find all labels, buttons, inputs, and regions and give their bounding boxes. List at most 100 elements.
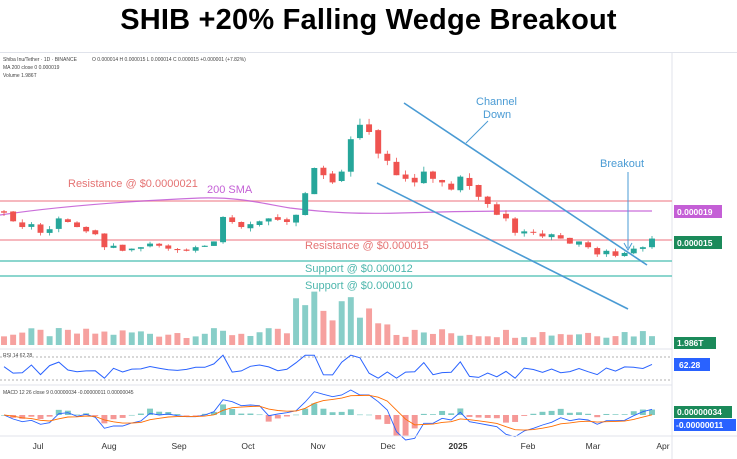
- macd-hist-bar: [192, 415, 199, 416]
- macd-hist-bar: [649, 409, 655, 415]
- volume-bar: [74, 333, 80, 345]
- macd-hist-bar: [92, 415, 99, 416]
- candle-body: [521, 231, 528, 234]
- candle-body: [566, 237, 573, 244]
- candle-body: [493, 204, 500, 215]
- macd-hist-bar: [576, 412, 582, 415]
- signal-label: -0.00000011: [676, 420, 724, 430]
- sma-200-line: [0, 197, 652, 216]
- candle-body: [74, 222, 80, 228]
- volume-bar: [156, 336, 163, 345]
- candle-body: [128, 248, 135, 251]
- volume-bar: [220, 330, 227, 345]
- macd-hist-bar: [429, 414, 436, 415]
- candle-body: [466, 177, 473, 186]
- volume-bar: [338, 301, 345, 345]
- macd-hist-bar: [621, 414, 628, 415]
- time-axis: Jul Aug Sep Oct Nov Dec 2025 Feb Mar Apr: [33, 441, 670, 451]
- volume-bar: [37, 329, 44, 345]
- candle-body: [329, 173, 336, 183]
- candle-body: [293, 214, 300, 223]
- volume-series: [1, 291, 655, 345]
- macd-hist-bar: [302, 408, 309, 415]
- x-tick-label: Dec: [380, 441, 396, 451]
- volume-bar: [192, 336, 199, 345]
- x-tick-label: Sep: [171, 441, 186, 451]
- annotation-breakout: Breakout: [600, 158, 644, 170]
- volume-bar: [64, 329, 71, 345]
- price-chart[interactable]: Shiba Inu/Tether · 1D · BINANCE O 0.0000…: [0, 53, 737, 459]
- candle-body: [530, 231, 537, 233]
- candle-body: [585, 242, 592, 248]
- channel-lower-line: [376, 182, 629, 310]
- volume-bar: [19, 332, 26, 345]
- macd-hist-bar: [493, 415, 500, 419]
- legend-symbol: Shiba Inu/Tether · 1D · BINANCE: [3, 57, 78, 63]
- legend-volume: Volume 1.986T: [3, 73, 37, 79]
- volume-bar: [384, 324, 391, 345]
- volume-bar: [393, 334, 400, 345]
- volume-bar: [512, 337, 519, 345]
- macd-hist-bar: [548, 410, 555, 415]
- sma-price-label: 0.000019: [677, 207, 713, 217]
- macd-hist-bar: [420, 413, 427, 415]
- rsi-label: 62.28: [679, 360, 701, 370]
- volume-bar: [466, 334, 473, 345]
- macd-hist-bar: [183, 415, 190, 416]
- volume-bar: [183, 337, 190, 345]
- candle-body: [576, 241, 582, 245]
- macd-hist-bar: [74, 414, 80, 416]
- volume-bar: [110, 334, 117, 345]
- x-tick-label: Aug: [101, 441, 116, 451]
- candle-body: [603, 250, 610, 255]
- candle-body: [137, 247, 144, 249]
- volume-bar: [92, 333, 99, 345]
- candlestick-series: [1, 118, 655, 258]
- macd-hist-bar: [639, 409, 646, 415]
- macd-hist-bar: [210, 411, 217, 415]
- macd-hist-bar: [448, 413, 455, 415]
- candle-body: [156, 243, 163, 246]
- macd-hist-bar: [503, 415, 509, 423]
- volume-bar: [28, 328, 35, 345]
- candle-body: [220, 216, 227, 243]
- volume-bar: [429, 333, 436, 345]
- candle-body: [621, 252, 628, 257]
- candle-body: [639, 247, 646, 249]
- x-tick-label: Feb: [521, 441, 536, 451]
- macd-hist-bar: [147, 408, 153, 415]
- candle-body: [101, 233, 108, 248]
- volume-bar: [484, 336, 491, 345]
- candle-body: [55, 218, 62, 229]
- candle-body: [439, 180, 446, 183]
- legend-ohlc: O 0.000014 H 0.000015 L 0.000014 C 0.000…: [92, 57, 246, 63]
- candle-body: [475, 184, 482, 197]
- volume-bar: [411, 329, 418, 345]
- volume-bar: [293, 298, 300, 345]
- volume-bar: [147, 333, 153, 345]
- volume-bar: [649, 336, 655, 345]
- volume-bar: [55, 328, 62, 345]
- macd-hist-bar: [238, 413, 245, 415]
- candle-body: [10, 211, 17, 222]
- volume-label: 1.986T: [677, 338, 704, 348]
- macd-hist-bar: [384, 415, 391, 424]
- macd-hist-bar: [119, 415, 126, 418]
- annotation-channel-line1: Channel: [476, 96, 517, 108]
- volume-bar: [612, 336, 619, 345]
- breakout-arrow-head: [623, 242, 633, 252]
- x-tick-label: Jul: [33, 441, 44, 451]
- candle-body: [420, 171, 427, 184]
- legend-ma: MA 200 close 0 0.000019: [3, 65, 60, 71]
- candle-body: [37, 224, 44, 233]
- volume-bar: [475, 336, 482, 345]
- sma-price-tag: [674, 205, 722, 218]
- chart-panel[interactable]: Shiba Inu/Tether · 1D · BINANCE O 0.0000…: [0, 52, 737, 459]
- volume-bar: [320, 310, 327, 345]
- candle-body: [183, 249, 190, 251]
- volume-bar: [46, 336, 53, 345]
- volume-bar: [256, 332, 263, 345]
- volume-bar: [493, 337, 500, 345]
- macd-hist-bar: [46, 415, 53, 417]
- x-tick-label: Oct: [241, 441, 255, 451]
